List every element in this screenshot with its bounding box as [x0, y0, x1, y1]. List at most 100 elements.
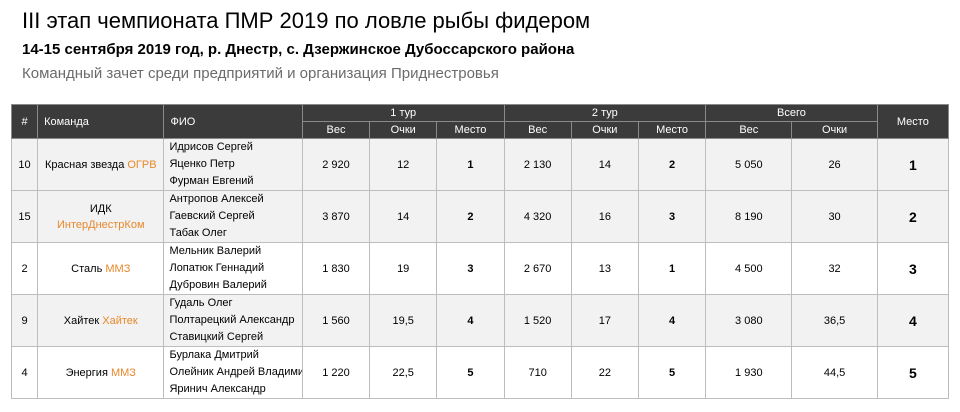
team-cell: Красная звезда ОГРВ	[37, 138, 165, 191]
final-place: 1	[876, 138, 950, 191]
total-weight: 4 500	[705, 242, 793, 295]
tour1-weight: 2 920	[301, 138, 371, 191]
team-name: Энергия	[65, 366, 108, 379]
final-place: 3	[876, 242, 950, 295]
col-header-total: Всего	[705, 104, 878, 122]
table-row: 15 ИДК ИнтерДнестрКом Антропов Алексей Гае…	[10, 190, 950, 243]
total-weight: 8 190	[705, 190, 793, 243]
col-header-fio: ФИО	[163, 104, 303, 139]
member-name: Табак Олег	[169, 227, 227, 239]
tour2-points: 14	[570, 138, 639, 191]
tour1-points: 19,5	[369, 294, 438, 347]
col-header-team: Команда	[37, 104, 165, 139]
row-number: 9	[10, 294, 39, 347]
member-name: Яринич Александр	[169, 383, 266, 395]
tour1-weight: 1 560	[301, 294, 371, 347]
col-header-total-points: Очки	[791, 121, 878, 139]
team-organization: ММЗ	[110, 366, 136, 379]
total-points: 36,5	[791, 294, 878, 347]
team-name: Хайтек	[63, 314, 100, 327]
col-header-tour1: 1 тур	[301, 104, 505, 122]
member-name: Гаевский Сергей	[169, 210, 255, 222]
col-header-num: #	[10, 104, 39, 139]
tour2-place: 4	[637, 294, 707, 347]
member-name: Мельник Валерий	[169, 245, 262, 257]
team-name: Красная звезда	[44, 158, 125, 171]
tour2-place: 2	[637, 138, 707, 191]
team-cell: Энергия ММЗ	[37, 346, 165, 399]
col-header-t1-points: Очки	[369, 121, 438, 139]
col-header-t2-points: Очки	[570, 121, 639, 139]
members-cell: Мельник Валерий Лопатюк Геннадий Дубровин …	[163, 242, 303, 295]
tour1-place: 1	[436, 138, 505, 191]
col-header-t1-weight: Вес	[301, 121, 371, 139]
row-number: 4	[10, 346, 39, 399]
members-cell: Гудаль Олег Полтарецкий Александр Ставицки…	[163, 294, 303, 347]
members-cell: Антропов Алексей Гаевский Сергей Табак Оле…	[163, 190, 303, 243]
total-points: 30	[791, 190, 878, 243]
team-organization: ММЗ	[105, 262, 131, 275]
tour1-points: 12	[369, 138, 438, 191]
member-name: Бурлака Дмитрий	[169, 349, 259, 361]
member-name: Гудаль Олег	[169, 297, 233, 309]
tour2-weight: 1 520	[503, 294, 572, 347]
total-weight: 3 080	[705, 294, 793, 347]
final-place: 4	[876, 294, 950, 347]
members-cell: Бурлака Дмитрий Олейник Андрей Владимиров…	[163, 346, 303, 399]
page-title: III этап чемпионата ПМР 2019 по ловле ры…	[22, 8, 591, 33]
tour2-points: 13	[570, 242, 639, 295]
col-header-t2-place: Место	[637, 121, 707, 139]
tour1-weight: 1 220	[301, 346, 371, 399]
members-cell: Идрисов Сергей Яценко Петр Фурман Евгений	[163, 138, 303, 191]
tour2-place: 1	[637, 242, 707, 295]
tour1-place: 2	[436, 190, 505, 243]
tour1-points: 19	[369, 242, 438, 295]
event-description: Командный зачет среди предприятий и орга…	[22, 65, 499, 82]
member-name: Ставицкий Сергей	[169, 331, 264, 343]
col-header-tour2: 2 тур	[503, 104, 707, 122]
tour1-place: 3	[436, 242, 505, 295]
total-points: 44,5	[791, 346, 878, 399]
table-row: 10 Красная звезда ОГРВ Идрисов Сергей Яце…	[10, 138, 950, 191]
tour1-place: 4	[436, 294, 505, 347]
col-header-place: Место	[876, 104, 950, 139]
tour2-points: 22	[570, 346, 639, 399]
final-place: 2	[876, 190, 950, 243]
table-row: 4 Энергия ММЗ Бурлака Дмитрий Олейник Анд…	[10, 346, 950, 399]
team-organization: ОГРВ	[127, 158, 157, 171]
total-weight: 1 930	[705, 346, 793, 399]
team-name: ИДК	[89, 202, 112, 215]
member-name: Яценко Петр	[169, 158, 235, 170]
tour2-place: 5	[637, 346, 707, 399]
event-subtitle: 14-15 сентября 2019 год, р. Днестр, с. Д…	[22, 41, 575, 58]
tour2-points: 17	[570, 294, 639, 347]
col-header-t2-weight: Вес	[503, 121, 572, 139]
tour2-weight: 2 670	[503, 242, 572, 295]
tour1-weight: 3 870	[301, 190, 371, 243]
team-cell: Хайтек Хайтек	[37, 294, 165, 347]
member-name: Антропов Алексей	[169, 193, 264, 205]
team-cell: Сталь ММЗ	[37, 242, 165, 295]
tour1-weight: 1 830	[301, 242, 371, 295]
row-number: 15	[10, 190, 39, 243]
tour2-place: 3	[637, 190, 707, 243]
team-organization: Хайтек	[102, 314, 138, 327]
member-name: Полтарецкий Александр	[169, 314, 295, 326]
row-number: 10	[10, 138, 39, 191]
tour1-points: 14	[369, 190, 438, 243]
tour2-points: 16	[570, 190, 639, 243]
member-name: Дубровин Валерий	[169, 279, 267, 291]
total-points: 32	[791, 242, 878, 295]
col-header-t1-place: Место	[436, 121, 505, 139]
total-weight: 5 050	[705, 138, 793, 191]
total-points: 26	[791, 138, 878, 191]
team-name: Сталь	[71, 262, 103, 275]
col-header-total-weight: Вес	[705, 121, 793, 139]
tour2-weight: 2 130	[503, 138, 572, 191]
row-number: 2	[10, 242, 39, 295]
team-organization: ИнтерДнестрКом	[57, 218, 145, 231]
table-row: 2 Сталь ММЗ Мельник Валерий Лопатюк Генна…	[10, 242, 950, 295]
member-name: Фурман Евгений	[169, 175, 254, 187]
results-table: # Команда ФИО 1 тур 2 тур Всего Место Ве…	[10, 104, 950, 399]
tour1-points: 22,5	[369, 346, 438, 399]
